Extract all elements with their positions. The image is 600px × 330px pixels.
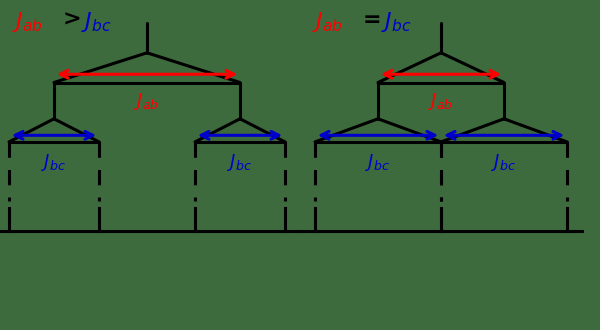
Text: $J_{bc}$: $J_{bc}$ — [491, 152, 517, 173]
Text: >: > — [63, 10, 82, 30]
Text: $J_{bc}$: $J_{bc}$ — [381, 10, 412, 34]
Text: $J_{bc}$: $J_{bc}$ — [227, 152, 253, 173]
Text: $J_{bc}$: $J_{bc}$ — [41, 152, 67, 173]
Text: $J_{ab}$: $J_{ab}$ — [428, 91, 454, 112]
Text: $J_{bc}$: $J_{bc}$ — [365, 152, 391, 173]
Text: $J_{bc}$: $J_{bc}$ — [81, 10, 112, 34]
Text: $J_{ab}$: $J_{ab}$ — [12, 10, 43, 34]
Text: =: = — [363, 10, 382, 30]
Text: $J_{ab}$: $J_{ab}$ — [134, 91, 160, 112]
Text: $J_{ab}$: $J_{ab}$ — [312, 10, 343, 34]
